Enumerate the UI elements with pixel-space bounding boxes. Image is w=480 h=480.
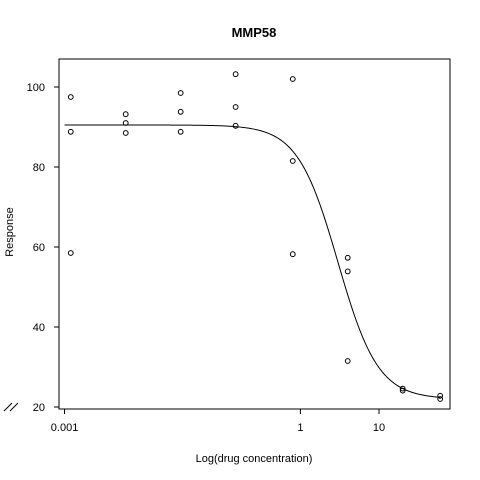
data-point [177,90,184,96]
data-point [437,392,444,399]
data-point [344,268,351,275]
data-point [122,130,129,136]
data-point [232,122,239,129]
x-axis-label: Log(drug concentration) [196,453,313,465]
chart-title: MMP58 [232,25,277,40]
y-tick-label: 60 [33,242,45,254]
y-axis-label: Response [4,207,16,257]
data-point [177,128,184,135]
data-point [437,396,444,402]
data-point [67,250,74,256]
data-point [67,94,74,100]
x-tick-label: 0.001 [51,422,79,434]
y-tick-label: 80 [33,162,45,174]
axis-break-slash [3,402,13,412]
data-point [289,158,296,164]
x-axis: 0.001 1 10 [51,409,385,434]
y-tick-label: 20 [33,402,45,414]
y-axis-break-marks [3,402,19,412]
data-point [399,385,406,392]
data-point [122,111,129,118]
x-tick-label: 1 [297,422,303,434]
data-point [177,108,184,115]
data-point [67,128,74,135]
data-point [232,104,239,110]
data-point [289,251,296,258]
data-points [67,71,444,402]
y-tick-label: 100 [27,82,45,94]
y-tick-label: 40 [33,322,45,334]
data-point [122,120,129,126]
data-point [344,358,351,364]
data-point [344,254,351,261]
data-point [232,71,239,78]
data-point [399,387,406,394]
axis-break-slash [9,402,19,412]
x-tick-label: 10 [373,422,385,434]
fitted-curve [64,124,441,398]
plot-area-frame [58,58,451,410]
y-axis: 20 40 60 80 100 [27,82,59,414]
data-point [289,76,296,82]
